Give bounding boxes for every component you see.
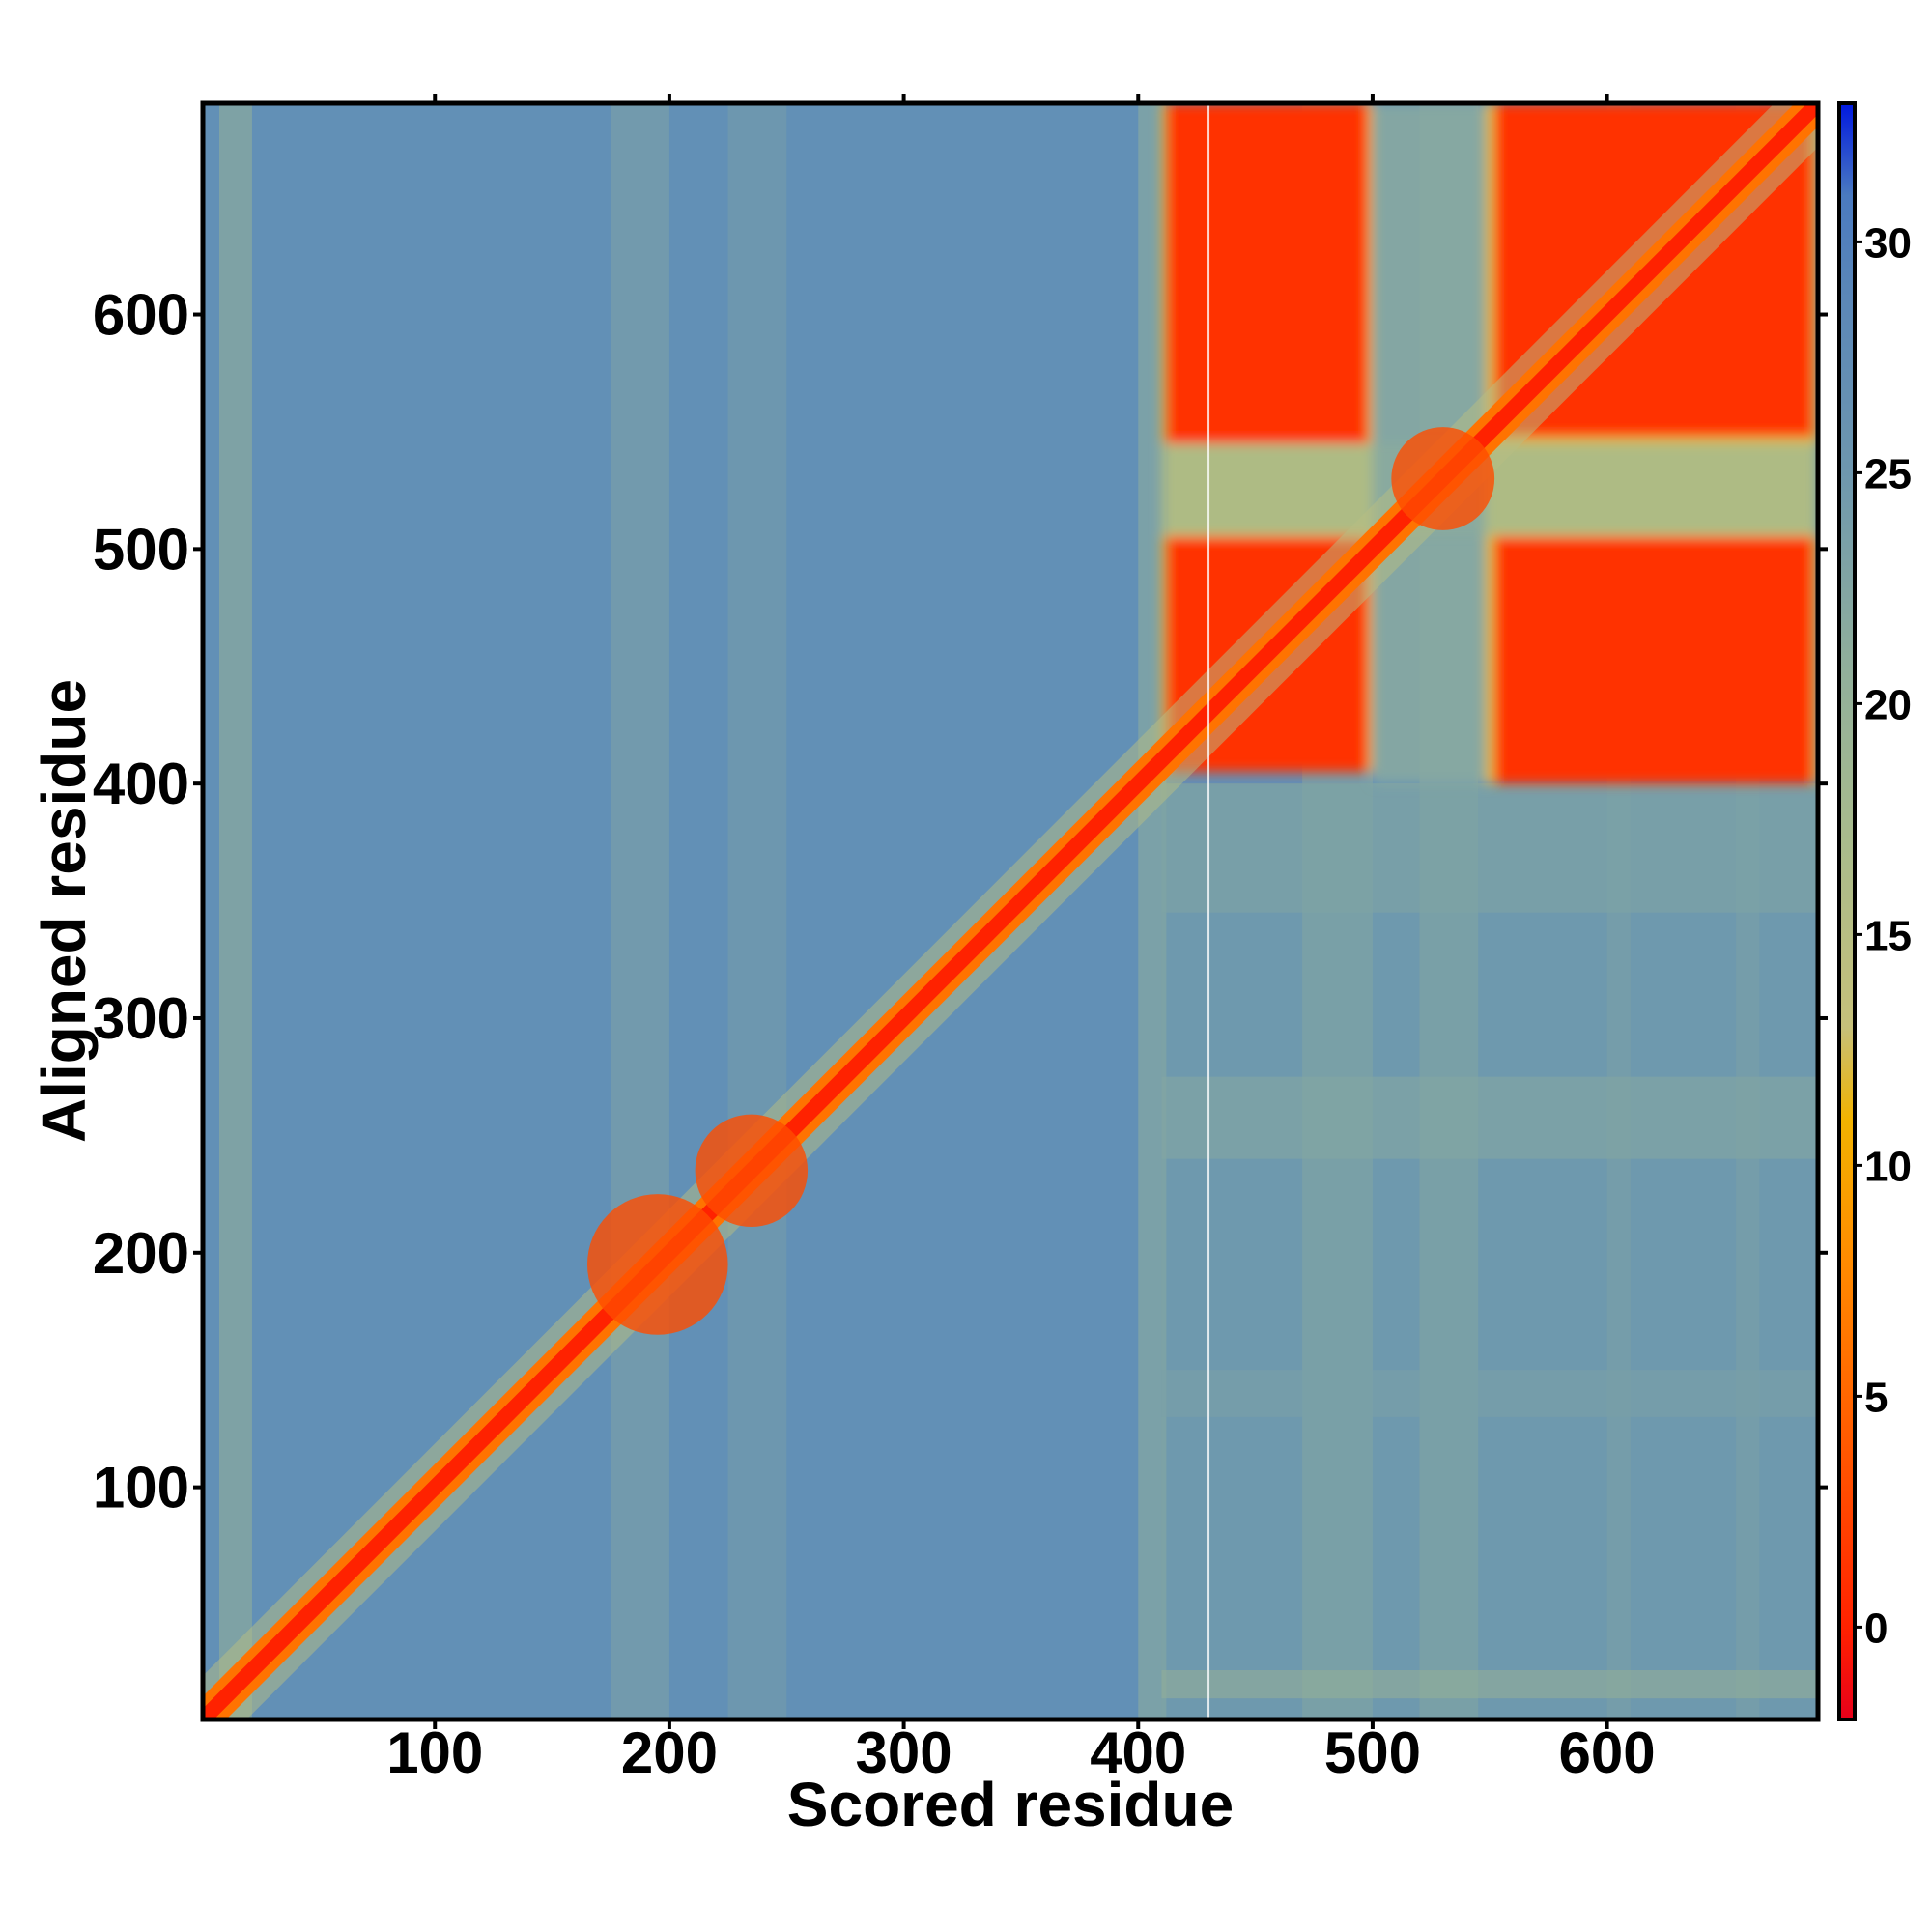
colorbar-ticks: 0 5 10 15 20 25 30: [1855, 219, 1912, 1652]
colorbar: 0 5 10 15 20 25 30: [1837, 101, 1912, 1721]
x-axis: 100 200 300 400 500 600: [386, 94, 1656, 1785]
heatmap-band: [611, 103, 669, 1719]
diagonal-core: [203, 103, 1818, 1719]
y-tick-label: 600: [93, 283, 189, 348]
low-error-block: [1166, 103, 1369, 444]
diagonal-blob: [586, 1194, 728, 1335]
y-tick-label: 500: [93, 517, 189, 582]
x-tick-label: 200: [621, 1720, 718, 1785]
diagonal-blob: [1391, 427, 1495, 530]
x-tick-label: 600: [1559, 1720, 1656, 1785]
heatmap-diagonal: [203, 103, 1818, 1719]
y-tick-label: 300: [93, 986, 189, 1051]
colorbar-tick-label: 30: [1864, 219, 1912, 267]
x-tick-label: 100: [386, 1720, 483, 1785]
heatmap-bands: [218, 103, 1818, 1719]
colorbar-tick-label: 0: [1864, 1605, 1888, 1652]
x-tick-label: 500: [1324, 1720, 1421, 1785]
heatmap-band: [1161, 783, 1818, 913]
colorbar-tick-label: 15: [1864, 912, 1912, 959]
heatmap-band: [727, 103, 787, 1719]
x-tick-label: 300: [856, 1720, 952, 1785]
heatmap-band: [1161, 1670, 1818, 1699]
y-tick-label: 200: [93, 1221, 189, 1286]
diagonal-blob: [695, 1114, 809, 1228]
colorbar-frame: [1837, 101, 1857, 1721]
y-axis-title: Aligned residue: [29, 679, 99, 1143]
heatmap-band: [218, 103, 252, 1719]
low-error-block: [1494, 537, 1814, 784]
colorbar-tick-label: 5: [1864, 1374, 1888, 1421]
y-axis: 100 200 300 400 500 600: [93, 283, 1828, 1520]
heatmap-band: [1161, 783, 1818, 1719]
heatmap-area: [203, 103, 1818, 1719]
heatmap-low-error-blocks: [1161, 103, 1818, 784]
x-tick-label: 400: [1090, 1720, 1186, 1785]
plot-frame: [200, 100, 1821, 1722]
colorbar-tick-label: 20: [1864, 681, 1912, 728]
y-tick-label: 100: [93, 1456, 189, 1520]
colorbar-gradient: [1839, 103, 1855, 1719]
colorbar-tick-label: 25: [1864, 450, 1912, 497]
heatmap-band: [1161, 1370, 1818, 1417]
colorbar-tick-label: 10: [1864, 1143, 1912, 1190]
x-axis-title: Scored residue: [787, 1770, 1234, 1839]
heatmap-band: [1161, 1076, 1818, 1159]
y-tick-label: 400: [93, 752, 189, 816]
